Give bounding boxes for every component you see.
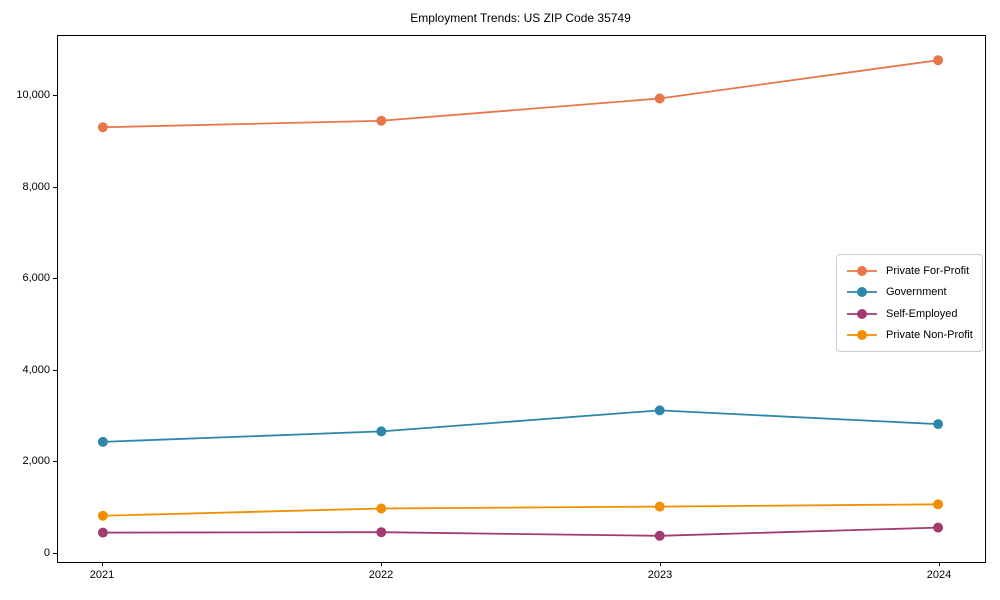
x-tick-mark	[939, 562, 940, 566]
data-point-1-0	[97, 436, 108, 447]
y-tick-mark	[53, 461, 57, 463]
data-point-3-0	[97, 510, 108, 521]
x-tick-mark	[660, 562, 661, 566]
legend-item-1: Government	[846, 282, 973, 304]
y-tick-mark	[53, 278, 57, 280]
legend-label: Government	[886, 286, 947, 299]
y-tick-label: 2,000	[22, 455, 50, 468]
y-tick-mark	[53, 552, 57, 554]
x-tick-label: 2023	[647, 569, 673, 581]
plot-area	[57, 35, 986, 563]
legend-label: Self-Employed	[886, 307, 958, 320]
y-tick-label: 10,000	[16, 88, 50, 101]
x-tick-label: 2022	[368, 569, 394, 581]
series-line-0	[102, 59, 939, 129]
data-point-1-3	[933, 419, 944, 430]
x-tick-mark	[102, 562, 103, 566]
data-point-0-3	[933, 55, 944, 66]
legend-line-marker-icon	[847, 308, 877, 319]
data-point-0-2	[654, 93, 665, 104]
y-tick-label: 4,000	[22, 363, 50, 376]
data-point-3-3	[933, 499, 944, 510]
y-tick-mark	[53, 186, 57, 188]
x-tick-label: 2024	[926, 569, 952, 581]
y-tick-mark	[53, 369, 57, 371]
legend-label: Private Non-Profit	[886, 329, 973, 342]
data-point-1-2	[654, 405, 665, 416]
legend: Private For-Profit Government Self-Employe…	[836, 254, 983, 352]
legend-line-marker-icon	[847, 287, 877, 298]
data-point-3-1	[376, 503, 387, 514]
legend-item-2: Self-Employed	[846, 303, 973, 325]
data-point-0-0	[97, 122, 108, 133]
y-tick-label: 0	[43, 546, 50, 559]
data-point-2-1	[376, 527, 387, 538]
legend-item-0: Private For-Profit	[846, 260, 973, 282]
data-point-2-0	[97, 527, 108, 538]
data-point-2-2	[654, 530, 665, 541]
series-line-1	[102, 409, 939, 443]
data-point-2-3	[933, 522, 944, 533]
chart-title: Employment Trends: US ZIP Code 35749	[410, 11, 631, 25]
data-point-0-1	[376, 115, 387, 126]
data-point-3-2	[654, 501, 665, 512]
y-tick-mark	[53, 94, 57, 96]
x-tick-mark	[381, 562, 382, 566]
y-tick-label: 6,000	[22, 272, 50, 285]
series-line-3	[102, 503, 939, 517]
series-line-2	[102, 526, 939, 537]
legend-label: Private For-Profit	[886, 264, 970, 277]
line-chart-canvas	[97, 55, 944, 541]
y-tick-label: 8,000	[22, 180, 50, 193]
legend-line-marker-icon	[847, 330, 877, 341]
legend-line-marker-icon	[847, 265, 877, 276]
x-tick-label: 2021	[89, 569, 115, 581]
legend-item-3: Private Non-Profit	[846, 325, 973, 347]
data-point-1-1	[376, 426, 387, 437]
